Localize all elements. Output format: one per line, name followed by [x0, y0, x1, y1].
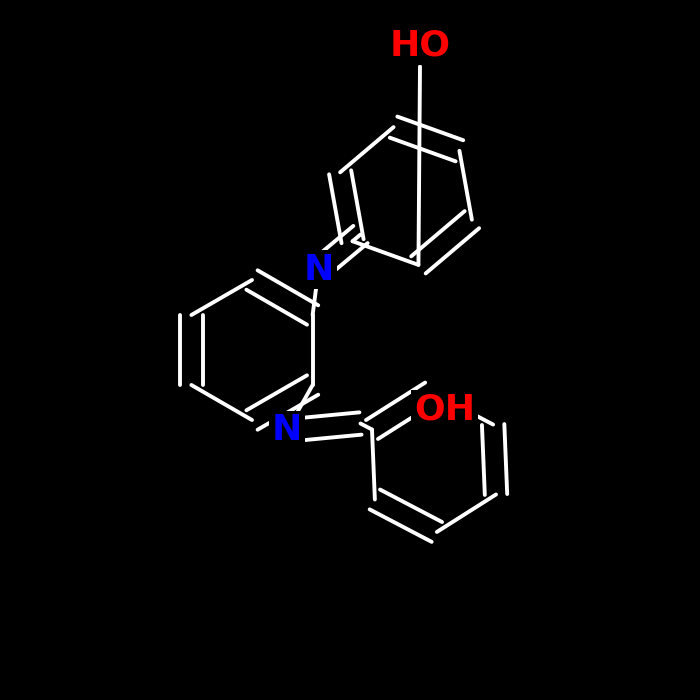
Text: HO: HO [389, 29, 451, 62]
Text: N: N [272, 414, 302, 447]
Text: OH: OH [414, 393, 475, 426]
Text: N: N [303, 253, 334, 286]
